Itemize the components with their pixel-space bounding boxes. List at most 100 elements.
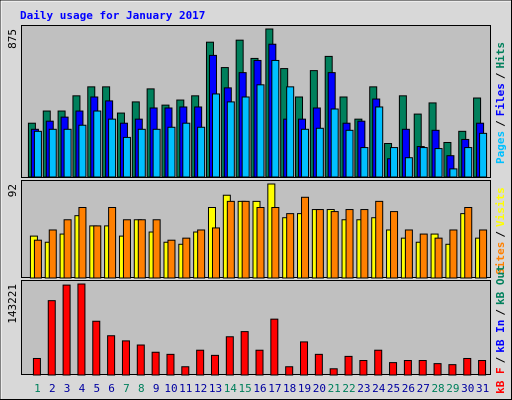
- legend-entry: Hits: [494, 42, 507, 69]
- bar: [181, 366, 190, 376]
- x-tick-label: 28: [431, 382, 444, 395]
- bar: [197, 229, 206, 279]
- x-tick-label: 19: [298, 382, 311, 395]
- bar: [271, 59, 280, 178]
- bar: [121, 340, 130, 376]
- bar: [330, 211, 339, 279]
- bar: [329, 368, 338, 376]
- bar: [464, 207, 473, 279]
- bar: [344, 355, 353, 376]
- bar: [314, 353, 323, 376]
- bar: [108, 207, 117, 279]
- bar: [77, 283, 86, 376]
- bar: [226, 200, 235, 279]
- bar: [255, 349, 264, 376]
- bar: [478, 360, 487, 376]
- bar: [464, 147, 473, 178]
- x-tick-label: 21: [328, 382, 341, 395]
- legend-entry: kB Out: [494, 265, 507, 305]
- legend-entry: kB F: [494, 367, 507, 394]
- bar: [33, 239, 42, 279]
- bar: [211, 93, 220, 178]
- bar: [301, 196, 310, 279]
- x-tick-label: 22: [342, 382, 355, 395]
- x-tick-label: 15: [239, 382, 252, 395]
- x-tick-label: 5: [93, 382, 100, 395]
- legend-entry: kB In: [494, 320, 507, 353]
- bar: [182, 237, 191, 279]
- bar: [449, 229, 458, 279]
- x-tick-label: 7: [123, 382, 130, 395]
- bar: [78, 124, 87, 178]
- legend-separator: /: [494, 120, 507, 127]
- bar: [359, 360, 368, 376]
- bar: [107, 335, 116, 376]
- bar: [256, 207, 265, 279]
- bar: [47, 300, 56, 376]
- bar: [48, 128, 57, 178]
- x-tick-label: 8: [138, 382, 145, 395]
- x-tick-label: 29: [446, 382, 459, 395]
- bar: [300, 341, 309, 376]
- bar: [375, 106, 384, 178]
- bar: [62, 284, 71, 376]
- bar: [241, 96, 250, 178]
- bar: [92, 320, 101, 376]
- x-tick-label: 27: [417, 382, 430, 395]
- bar: [166, 353, 175, 376]
- bar: [152, 128, 161, 178]
- bar: [315, 209, 324, 279]
- bar: [404, 229, 413, 279]
- bar: [389, 362, 398, 376]
- bar: [360, 209, 369, 279]
- bar: [448, 364, 457, 376]
- x-tick-label: 9: [153, 382, 160, 395]
- bar: [390, 147, 399, 178]
- bar: [63, 219, 72, 279]
- bar: [286, 86, 295, 178]
- legend: kB F / kB In / kB Out: [494, 265, 507, 394]
- bar: [418, 360, 427, 376]
- bar: [93, 225, 102, 279]
- bar: [315, 127, 324, 178]
- bar: [345, 209, 354, 279]
- x-tick-label: 10: [164, 382, 177, 395]
- bar: [78, 207, 87, 279]
- bar: [152, 219, 161, 279]
- bar: [256, 84, 265, 178]
- bar: [433, 363, 442, 376]
- bar: [285, 366, 294, 376]
- x-tick-label: 6: [108, 382, 115, 395]
- y-tick-label: 875: [6, 29, 19, 49]
- x-tick-label: 13: [209, 382, 222, 395]
- bar: [240, 331, 249, 376]
- legend: Sites / Visits: [494, 187, 507, 275]
- bar: [434, 237, 443, 279]
- bar: [197, 126, 206, 178]
- bar: [211, 227, 220, 279]
- bar: [226, 101, 235, 178]
- bar: [210, 354, 219, 376]
- bar: [167, 126, 176, 178]
- bar: [374, 349, 383, 376]
- bar: [122, 219, 131, 279]
- bar: [375, 200, 384, 279]
- bar: [48, 229, 57, 279]
- x-tick-label: 20: [313, 382, 326, 395]
- x-tick-label: 3: [64, 382, 71, 395]
- bar: [345, 129, 354, 178]
- bar: [32, 357, 41, 376]
- x-tick-label: 24: [372, 382, 386, 395]
- x-tick-label: 14: [224, 382, 238, 395]
- legend-separator: /: [494, 231, 507, 238]
- bar: [301, 128, 310, 178]
- chart-title: Daily usage for January 2017: [20, 9, 205, 22]
- x-tick-label: 17: [268, 382, 281, 395]
- bar: [93, 110, 102, 178]
- bar: [122, 136, 131, 178]
- x-tick-label: 16: [253, 382, 266, 395]
- bar: [403, 360, 412, 376]
- x-tick-label: 25: [387, 382, 400, 395]
